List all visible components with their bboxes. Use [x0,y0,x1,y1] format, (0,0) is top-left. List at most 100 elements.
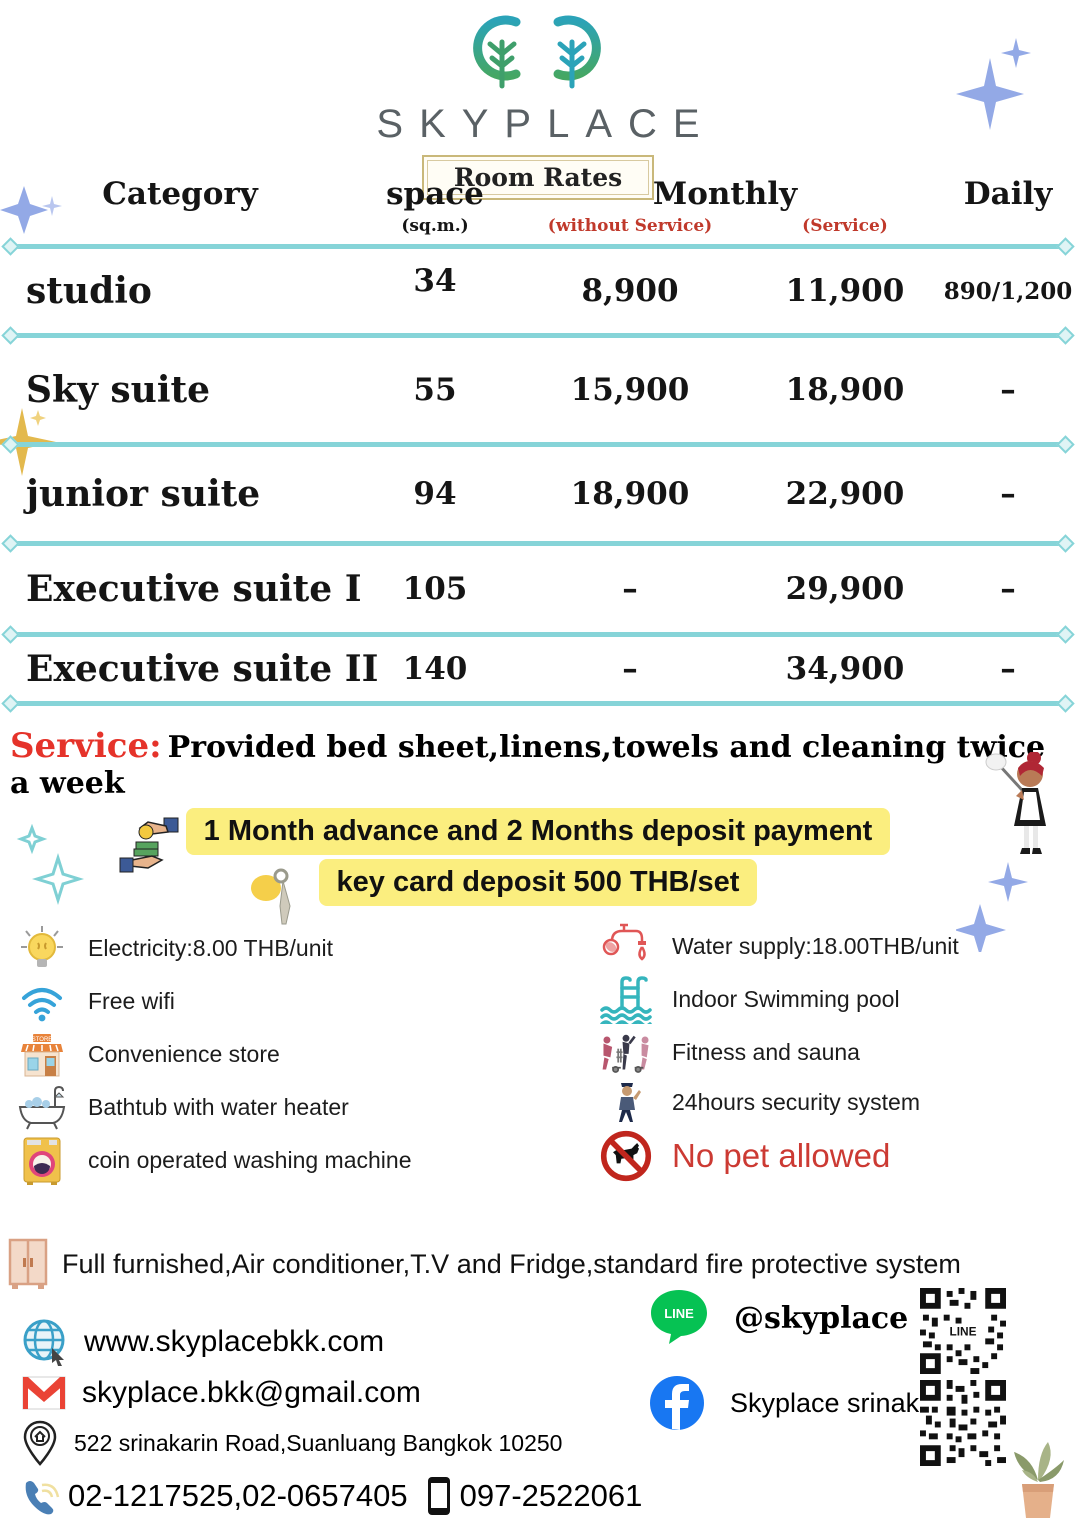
globe-icon [23,1319,65,1366]
amenities-left-column: Electricity:8.00 THB/unit Free wifi STOR… [16,922,556,1187]
svg-text:LINE: LINE [664,1306,694,1321]
list-item: Bathtub with water heater [16,1081,556,1134]
location-pin-icon [23,1420,57,1466]
column-header-daily: Daily [963,176,1053,212]
row-monthly-service: 11,900 [785,273,905,309]
row-monthly-without: 8,900 [581,273,679,309]
email-link[interactable]: skyplace.bkk@gmail.com [82,1376,421,1409]
list-item: Fitness and sauna [600,1026,1070,1079]
svg-text:LINE: LINE [949,1324,976,1338]
website-row[interactable]: www.skyplacebkk.com [22,1318,642,1366]
social-block: LINE @skyplace Skyplace srinakarin [648,1288,1076,1466]
address-text: 522 srinakarin Road,Suanluang Bangkok 10… [74,1429,563,1456]
table-subheader-row: (sq.m.) (without Service) (Service) [0,216,1076,236]
row-monthly-without: 18,900 [570,476,690,512]
line-icon: LINE [651,1290,707,1344]
column-header-monthly: Monthly [652,176,798,212]
table-divider [10,244,1066,249]
column-header-category: Category [102,176,258,212]
lightbulb-icon [16,925,68,973]
list-item: coin operated washing machine [16,1134,556,1187]
list-item: Electricity:8.00 THB/unit [16,922,556,975]
amenity-label: No pet allowed [672,1137,891,1174]
room-rates-table: Category space Monthly Daily (sq.m.) (wi… [0,176,1076,706]
amenity-label: Electricity:8.00 THB/unit [88,935,334,961]
header: SKYPLACE Room Rates [0,8,1076,200]
table-row: Executive suite II 140 – 34,900 – [0,637,1076,701]
row-daily: – [1000,476,1016,512]
washing-machine-icon [16,1136,68,1186]
email-row[interactable]: skyplace.bkk@gmail.com [22,1376,642,1410]
svg-text:STORE: STORE [32,1037,53,1043]
amenity-label: Bathtub with water heater [88,1094,349,1120]
row-category: Executive suite II [26,648,379,690]
amenity-label: Water supply:18.00THB/unit [672,933,959,959]
row-category: studio [26,270,152,312]
sparkle-icon [16,824,85,906]
table-row: studio 34 8,900 11,900 890/1,200 [0,249,1076,333]
furnishing-text: Full furnished,Air conditioner,T.V and F… [62,1248,961,1279]
row-monthly-without: – [622,651,638,687]
list-item: STORE Convenience store [16,1028,556,1081]
mobile-phone-icon [427,1477,450,1515]
wifi-icon [16,982,68,1022]
table-header-row: Category space Monthly Daily [0,176,1076,212]
row-monthly-without: 15,900 [570,372,690,408]
room-rates-badge-label: Room Rates [426,160,650,195]
row-monthly-without: – [622,571,638,607]
amenity-label: Indoor Swimming pool [672,986,900,1012]
row-monthly-service: 29,900 [785,571,905,607]
table-row: junior suite 94 18,900 22,900 – [0,447,1076,541]
sparkle-icon [0,186,62,234]
row-category: Executive suite I [26,568,362,610]
line-row[interactable]: LINE @skyplace [648,1288,1076,1348]
website-link[interactable]: www.skyplacebkk.com [84,1325,385,1358]
fitness-icon [600,1030,652,1076]
table-row: Sky suite 55 15,900 18,900 – [0,338,1076,442]
row-monthly-service: 34,900 [785,651,905,687]
amenity-label: Convenience store [88,1041,280,1067]
row-category: junior suite [26,473,261,515]
table-divider [10,333,1066,338]
subheader-sqm: (sq.m.) [401,216,469,236]
no-pet-icon [600,1128,652,1184]
table-divider [10,442,1066,447]
row-space: 55 [413,372,457,408]
list-item: No pet allowed [600,1125,1070,1187]
line-qr-code: LINE [920,1288,1006,1374]
row-daily: – [1000,651,1016,687]
amenity-label: Fitness and sauna [672,1039,860,1065]
phone-numbers[interactable]: 02-1217525,02-0657405 [68,1478,408,1513]
row-category: Sky suite [26,369,211,411]
sparkle-icon [956,38,1031,130]
furnishing-note: Full furnished,Air conditioner,T.V and F… [8,1238,961,1290]
amenities-right-column: Water supply:18.00THB/unit Indoor Swimmi… [600,920,1070,1187]
table-row: Executive suite I 105 – 29,900 – [0,546,1076,632]
pool-icon [600,975,652,1024]
facebook-row[interactable]: Skyplace srinakarin [648,1374,1076,1432]
deposit-line2: key card deposit 500 THB/set [318,859,758,906]
gmail-icon [22,1376,66,1410]
table-divider [10,632,1066,637]
table-divider [10,701,1066,706]
amenity-label: coin operated washing machine [88,1147,412,1173]
subheader-service: (Service) [802,216,888,236]
faucet-icon [600,923,652,971]
key-icon [251,868,291,925]
service-note: Service: Provided bed sheet,linens,towels… [10,726,1070,801]
row-space: 94 [413,476,457,512]
service-label: Service: [10,726,162,766]
column-header-space: space [386,176,484,212]
phone-row[interactable]: 02-1217525,02-0657405 097-2522061 [22,1476,642,1516]
row-space: 34 [413,263,457,299]
subheader-without-service: (without Service) [547,216,713,236]
mobile-number[interactable]: 097-2522061 [459,1478,643,1513]
security-icon [600,1080,652,1124]
row-daily: – [1000,372,1016,408]
line-id[interactable]: @skyplace [734,1300,909,1336]
amenity-label: Free wifi [88,988,175,1014]
list-item: Free wifi [16,975,556,1028]
deposit-terms: 1 Month advance and 2 Months deposit pay… [0,808,1076,925]
list-item: 24hours security system [600,1079,1070,1125]
